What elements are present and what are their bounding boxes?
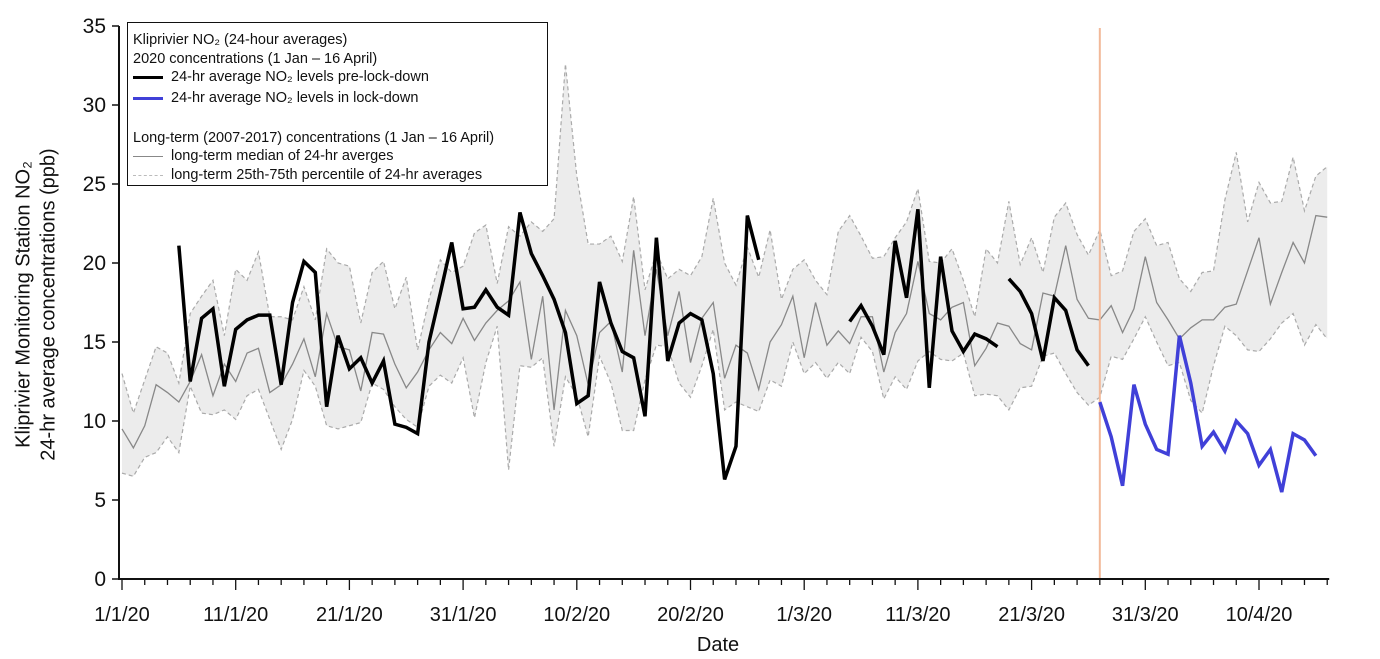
series-layer [121,28,1328,579]
x-axis-label: Date [697,634,739,656]
axes: 0 5 10 15 20 25 30 35 1/1/20 11/1/20 21/1/20 31/1/2… [83,15,1330,656]
y-tick-label: 15 [83,331,106,354]
y-tick-label: 10 [83,410,106,433]
pre-lockdown-line-segment-1 [848,209,999,388]
median-line [121,214,1328,450]
x-tick-label: 10/4/20 [1226,604,1293,626]
pre-lockdown-line-segment-2 [1007,277,1090,367]
x-tick-label: 31/1/20 [430,604,497,626]
legend-swatch-lock [133,97,163,100]
x-tick-label: 11/3/20 [885,604,950,626]
legend-swatch-band [133,175,163,176]
legend-group-longterm: Long-term (2007-2017) concentrations (1 … [133,130,495,146]
x-tick-label: 11/1/20 [203,604,268,626]
y-tick-label: 30 [83,94,106,117]
x-tick-label: 21/3/20 [998,604,1065,626]
legend-label-pre: 24-hr average NO₂ levels pre-lock-down [171,69,429,85]
y-tick-label: 35 [83,15,106,38]
legend: Kliprivier NO₂ (24-hour averages) 2020 c… [127,22,548,186]
percentile-band-fill [122,63,1328,477]
legend-item-band: long-term 25th-75th percentile of 24-hr … [133,167,482,184]
x-tick-label: 1/3/20 [776,604,832,626]
p25-line [121,312,1328,478]
y-tick-label: 20 [83,252,106,275]
x-tick-label: 31/3/20 [1112,604,1179,626]
x-tick-label: 21/1/20 [316,604,383,626]
p75-line [121,63,1328,416]
legend-item-pre-lockdown: 24-hr average NO₂ levels pre-lock-down [133,69,429,86]
percentile-band-layer [121,63,1328,478]
legend-title: Kliprivier NO₂ (24-hour averages) [133,32,348,48]
x-tick-label: 20/2/20 [657,604,724,626]
legend-item-lockdown: 24-hr average NO₂ levels in lock-down [133,90,418,107]
legend-label-lock: 24-hr average NO₂ levels in lock-down [171,90,419,106]
y-axis-label-line1: Kliprivier Monitoring Station NO₂ [12,161,35,448]
x-tick-label: 1/1/20 [94,604,150,626]
pre-lockdown-line-segment-0 [177,211,761,481]
legend-item-median: long-term median of 24-hr averges [133,148,393,165]
legend-swatch-pre [133,76,163,79]
legend-swatch-median [133,156,163,157]
legend-label-band: long-term 25th-75th percentile of 24-hr … [171,167,483,183]
y-axis-label-line2: 24-hr average concentrations (ppb) [37,148,60,461]
y-tick-label: 0 [94,568,106,591]
y-tick-label: 5 [94,489,106,512]
x-tick-label: 10/2/20 [543,604,610,626]
lockdown-line [1098,335,1318,493]
legend-label-median: long-term median of 24-hr averges [171,148,394,164]
legend-group-2020: 2020 concentrations (1 Jan – 16 April) [133,51,378,67]
y-tick-label: 25 [83,173,106,196]
